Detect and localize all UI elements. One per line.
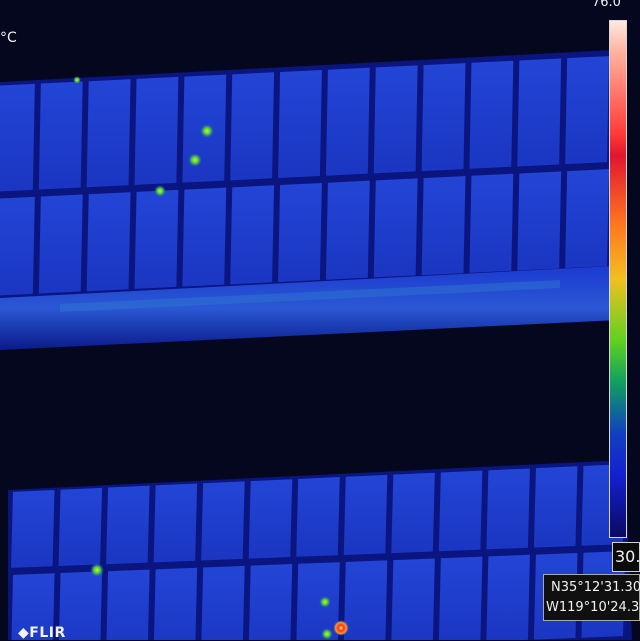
lower-bottom-cell-7 xyxy=(296,562,340,640)
lower-bottom-cell-3 xyxy=(106,569,150,640)
lower-bottom-cell-11 xyxy=(486,554,530,640)
upper-panel-row-bottom xyxy=(0,169,609,296)
upper-top-cell-13 xyxy=(565,56,609,165)
upper-bottom-cell-4 xyxy=(134,189,179,289)
hotspot-upper-1 xyxy=(200,124,214,138)
lower-top-cell-10 xyxy=(438,470,483,552)
upper-top-cell-6 xyxy=(230,72,275,181)
upper-top-cell-7 xyxy=(278,69,322,179)
lower-top-cell-4 xyxy=(153,483,198,563)
upper-bottom-cell-9 xyxy=(373,178,418,278)
flir-logo: ◆FLIR xyxy=(18,625,66,641)
hotspot-lower-red xyxy=(333,620,349,636)
lower-top-cell-9 xyxy=(391,472,435,554)
lower-bottom-cell-10 xyxy=(438,556,483,640)
hotspot-lower-3 xyxy=(321,628,333,640)
upper-bottom-cell-13 xyxy=(565,169,609,269)
upper-bottom-cell-7 xyxy=(278,182,322,283)
lower-bottom-cell-8 xyxy=(343,560,388,640)
upper-bottom-cell-3 xyxy=(86,192,131,292)
upper-top-cell-10 xyxy=(421,63,466,172)
lower-bottom-cell-2 xyxy=(58,571,103,640)
upper-bottom-cell-2 xyxy=(38,194,83,294)
upper-top-cell-8 xyxy=(325,67,370,176)
upper-bottom-cell-12 xyxy=(517,171,562,271)
min-temperature-label: 30.9 xyxy=(615,547,640,566)
hotspot-upper-2 xyxy=(188,153,202,167)
hotspot-upper-4 xyxy=(73,76,81,84)
upper-top-cell-2 xyxy=(38,81,83,190)
lower-top-cell-7 xyxy=(296,477,340,557)
lower-top-cell-6 xyxy=(248,479,293,559)
hotspot-lower-1 xyxy=(90,563,104,577)
upper-bottom-cell-8 xyxy=(325,180,370,280)
gps-latitude: N35°12'31.30" xyxy=(551,580,640,595)
lower-top-cell-3 xyxy=(106,485,150,565)
upper-bottom-cell-5 xyxy=(182,187,227,287)
upper-top-cell-1 xyxy=(0,83,35,192)
max-temperature-label: 76.0 xyxy=(592,0,621,10)
upper-bottom-cell-6 xyxy=(230,185,275,285)
gps-longitude: W119°10'24.30" xyxy=(546,600,640,615)
lower-top-cell-1 xyxy=(11,489,55,568)
lower-bottom-cell-9 xyxy=(391,558,435,640)
lower-bottom-cell-5 xyxy=(201,565,245,640)
upper-top-cell-3 xyxy=(86,79,131,188)
upper-panel-rail xyxy=(0,266,618,350)
color-scale-bar xyxy=(609,20,627,538)
lower-bottom-cell-1 xyxy=(11,573,55,640)
upper-bottom-cell-10 xyxy=(421,176,466,276)
hotspot-lower-2 xyxy=(319,596,331,608)
lower-top-cell-12 xyxy=(533,466,578,548)
temperature-unit-label: °C xyxy=(0,30,17,46)
lower-top-cell-5 xyxy=(201,481,245,561)
lower-bottom-cell-6 xyxy=(248,564,293,640)
upper-top-cell-9 xyxy=(373,65,418,174)
upper-top-cell-12 xyxy=(517,58,562,167)
lower-top-cell-2 xyxy=(58,487,103,567)
lower-top-cell-8 xyxy=(343,474,388,555)
upper-top-cell-4 xyxy=(134,76,179,185)
hotspot-upper-3 xyxy=(154,185,166,197)
upper-top-cell-11 xyxy=(469,60,514,169)
lower-top-cell-11 xyxy=(486,468,530,550)
min-temperature-box xyxy=(612,542,640,572)
upper-bottom-cell-11 xyxy=(469,173,514,273)
lower-bottom-cell-4 xyxy=(153,567,198,640)
upper-bottom-cell-1 xyxy=(0,196,35,296)
